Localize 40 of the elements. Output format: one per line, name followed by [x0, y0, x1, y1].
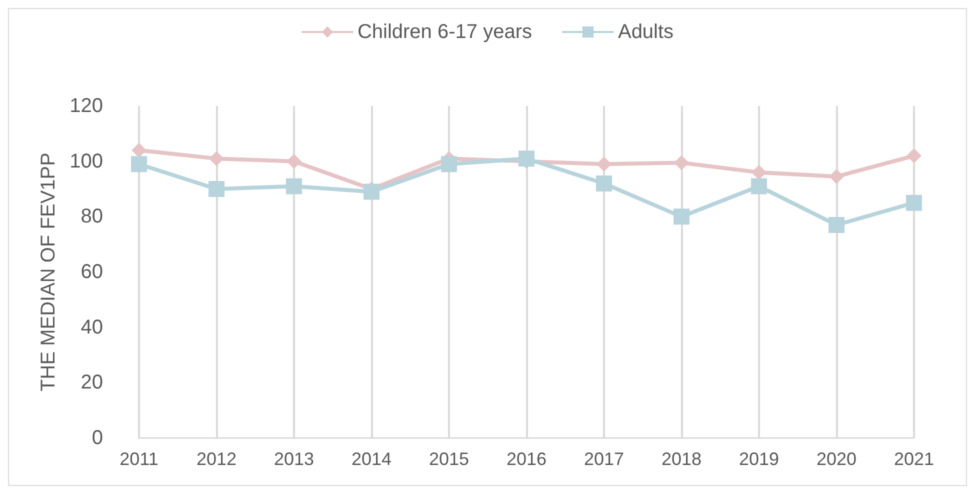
point [828, 216, 844, 233]
y-tick-label: 60 [80, 261, 103, 283]
point [286, 154, 302, 169]
legend-label: Adults [618, 21, 674, 43]
y-tick-label: 40 [80, 316, 103, 338]
point [829, 169, 844, 184]
y-axis-title: THE MEDIAN OF FEV1PP [38, 152, 60, 392]
point [596, 156, 612, 172]
point [364, 184, 380, 200]
point [906, 148, 922, 164]
point [674, 208, 690, 225]
point [518, 150, 534, 167]
y-tick-label: 20 [80, 372, 103, 394]
y-tick-label: 100 [70, 150, 103, 172]
x-tick-label: 2018 [661, 449, 702, 469]
x-tick-label: 2015 [428, 449, 470, 469]
point [132, 142, 146, 158]
point [441, 156, 457, 172]
point [674, 155, 689, 170]
x-tick-label: 2014 [351, 449, 392, 469]
point [209, 151, 224, 166]
x-tick-label: 2020 [816, 449, 857, 469]
legend-label: Children 6-17 years [357, 21, 532, 43]
x-tick-label: 2016 [506, 449, 547, 469]
x-tick-label: 2019 [738, 449, 780, 469]
point [596, 175, 612, 192]
x-tick-label: 2013 [274, 449, 314, 469]
point [752, 164, 766, 180]
point [131, 156, 147, 172]
point [286, 178, 302, 194]
point [208, 181, 224, 197]
y-tick-label: 0 [92, 427, 103, 449]
x-tick-label: 2021 [894, 449, 934, 469]
x-tick-label: 2012 [196, 449, 237, 469]
x-tick-label: 2017 [584, 449, 624, 469]
y-tick-label: 80 [80, 206, 103, 228]
point [751, 178, 767, 194]
point [906, 194, 922, 211]
x-tick-label: 2011 [120, 449, 158, 469]
y-tick-label: 120 [70, 95, 103, 117]
